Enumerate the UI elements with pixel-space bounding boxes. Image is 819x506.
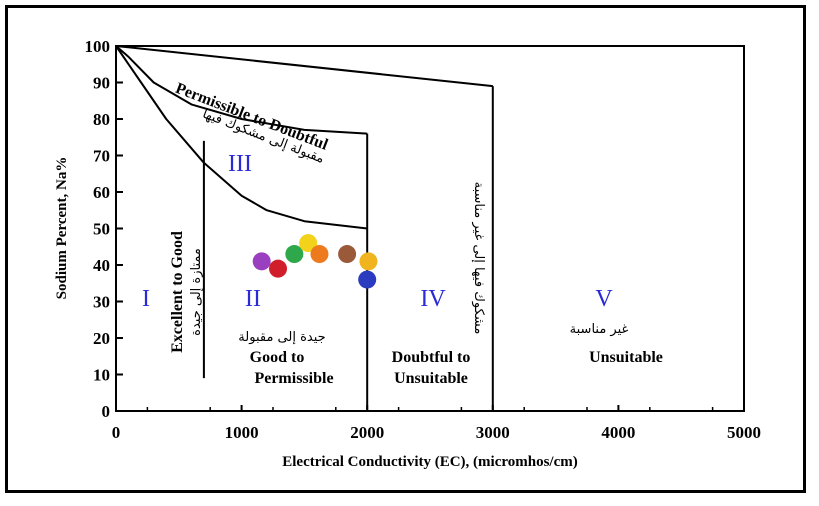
sample-point-2 bbox=[269, 259, 288, 278]
boundary-curve-upper bbox=[115, 45, 368, 135]
zone-ii-label-line1: Good to bbox=[250, 349, 305, 366]
zone-v-arabic: غير مناسبة bbox=[570, 322, 629, 337]
x-axis-ticks: 0 1000 2000 3000 4000 5000 bbox=[112, 405, 761, 442]
sample-point-7 bbox=[359, 252, 378, 271]
y-tick-label: 30 bbox=[93, 293, 110, 312]
zone-iv-label-line2: Unsuitable bbox=[394, 370, 468, 387]
y-tick-label: 80 bbox=[93, 110, 110, 129]
y-tick-label: 10 bbox=[93, 366, 110, 385]
y-tick-label: 70 bbox=[93, 147, 110, 166]
x-tick-label: 5000 bbox=[727, 423, 761, 442]
x-tick-label: 4000 bbox=[601, 423, 635, 442]
zone-v-roman: V bbox=[595, 286, 613, 312]
sample-point-3 bbox=[285, 245, 304, 264]
x-tick-label: 1000 bbox=[225, 423, 259, 442]
x-tick-label: 0 bbox=[112, 423, 121, 442]
zone-i-roman: I bbox=[142, 286, 150, 312]
zone-iv-roman: IV bbox=[420, 286, 446, 312]
x-tick-label: 3000 bbox=[476, 423, 510, 442]
zone-ii-label-line2: Permissible bbox=[254, 370, 333, 387]
y-tick-label: 60 bbox=[93, 183, 110, 202]
zone-iii-roman: III bbox=[228, 151, 252, 177]
sample-points bbox=[252, 234, 378, 289]
y-tick-label: 20 bbox=[93, 329, 110, 348]
x-tick-label: 2000 bbox=[350, 423, 384, 442]
zone-i-label: Excellent to Good bbox=[169, 231, 186, 353]
sample-point-8 bbox=[358, 270, 377, 289]
zone-iv-arabic: مشكوك فيها إلى غير مناسبة bbox=[471, 182, 486, 335]
y-axis-label: Sodium Percent, Na% bbox=[54, 157, 70, 300]
zone-ii-arabic: جيدة إلى مقبولة bbox=[238, 330, 325, 345]
zone-iii-label: Permissible to Doubtful bbox=[173, 80, 331, 154]
zone-i-arabic: ممتازة إلى جيدة bbox=[189, 248, 204, 336]
y-axis-ticks: 0 10 20 30 40 50 60 70 80 90 100 bbox=[85, 37, 123, 421]
sample-point-4 bbox=[299, 234, 318, 253]
y-tick-label: 0 bbox=[102, 402, 111, 421]
zone-ii-roman: II bbox=[245, 286, 261, 312]
y-tick-label: 40 bbox=[93, 256, 110, 275]
sample-point-5 bbox=[310, 245, 329, 264]
zone-labels: I II III IV V Excellent to Good ممتازة إ… bbox=[142, 80, 663, 387]
boundary-line-top bbox=[115, 45, 493, 88]
y-tick-label: 50 bbox=[93, 220, 110, 239]
sample-point-1 bbox=[252, 252, 271, 271]
chart-frame bbox=[5, 5, 806, 493]
x-axis-label: Electrical Conductivity (EC), (micromhos… bbox=[282, 454, 578, 470]
y-tick-label: 90 bbox=[93, 74, 110, 93]
zone-iv-label-line1: Doubtful to bbox=[392, 349, 471, 366]
zone-v-label: Unsuitable bbox=[589, 349, 663, 366]
sample-point-6 bbox=[338, 245, 357, 264]
y-tick-label: 100 bbox=[85, 37, 111, 56]
boundary-curve-lower bbox=[115, 45, 368, 230]
